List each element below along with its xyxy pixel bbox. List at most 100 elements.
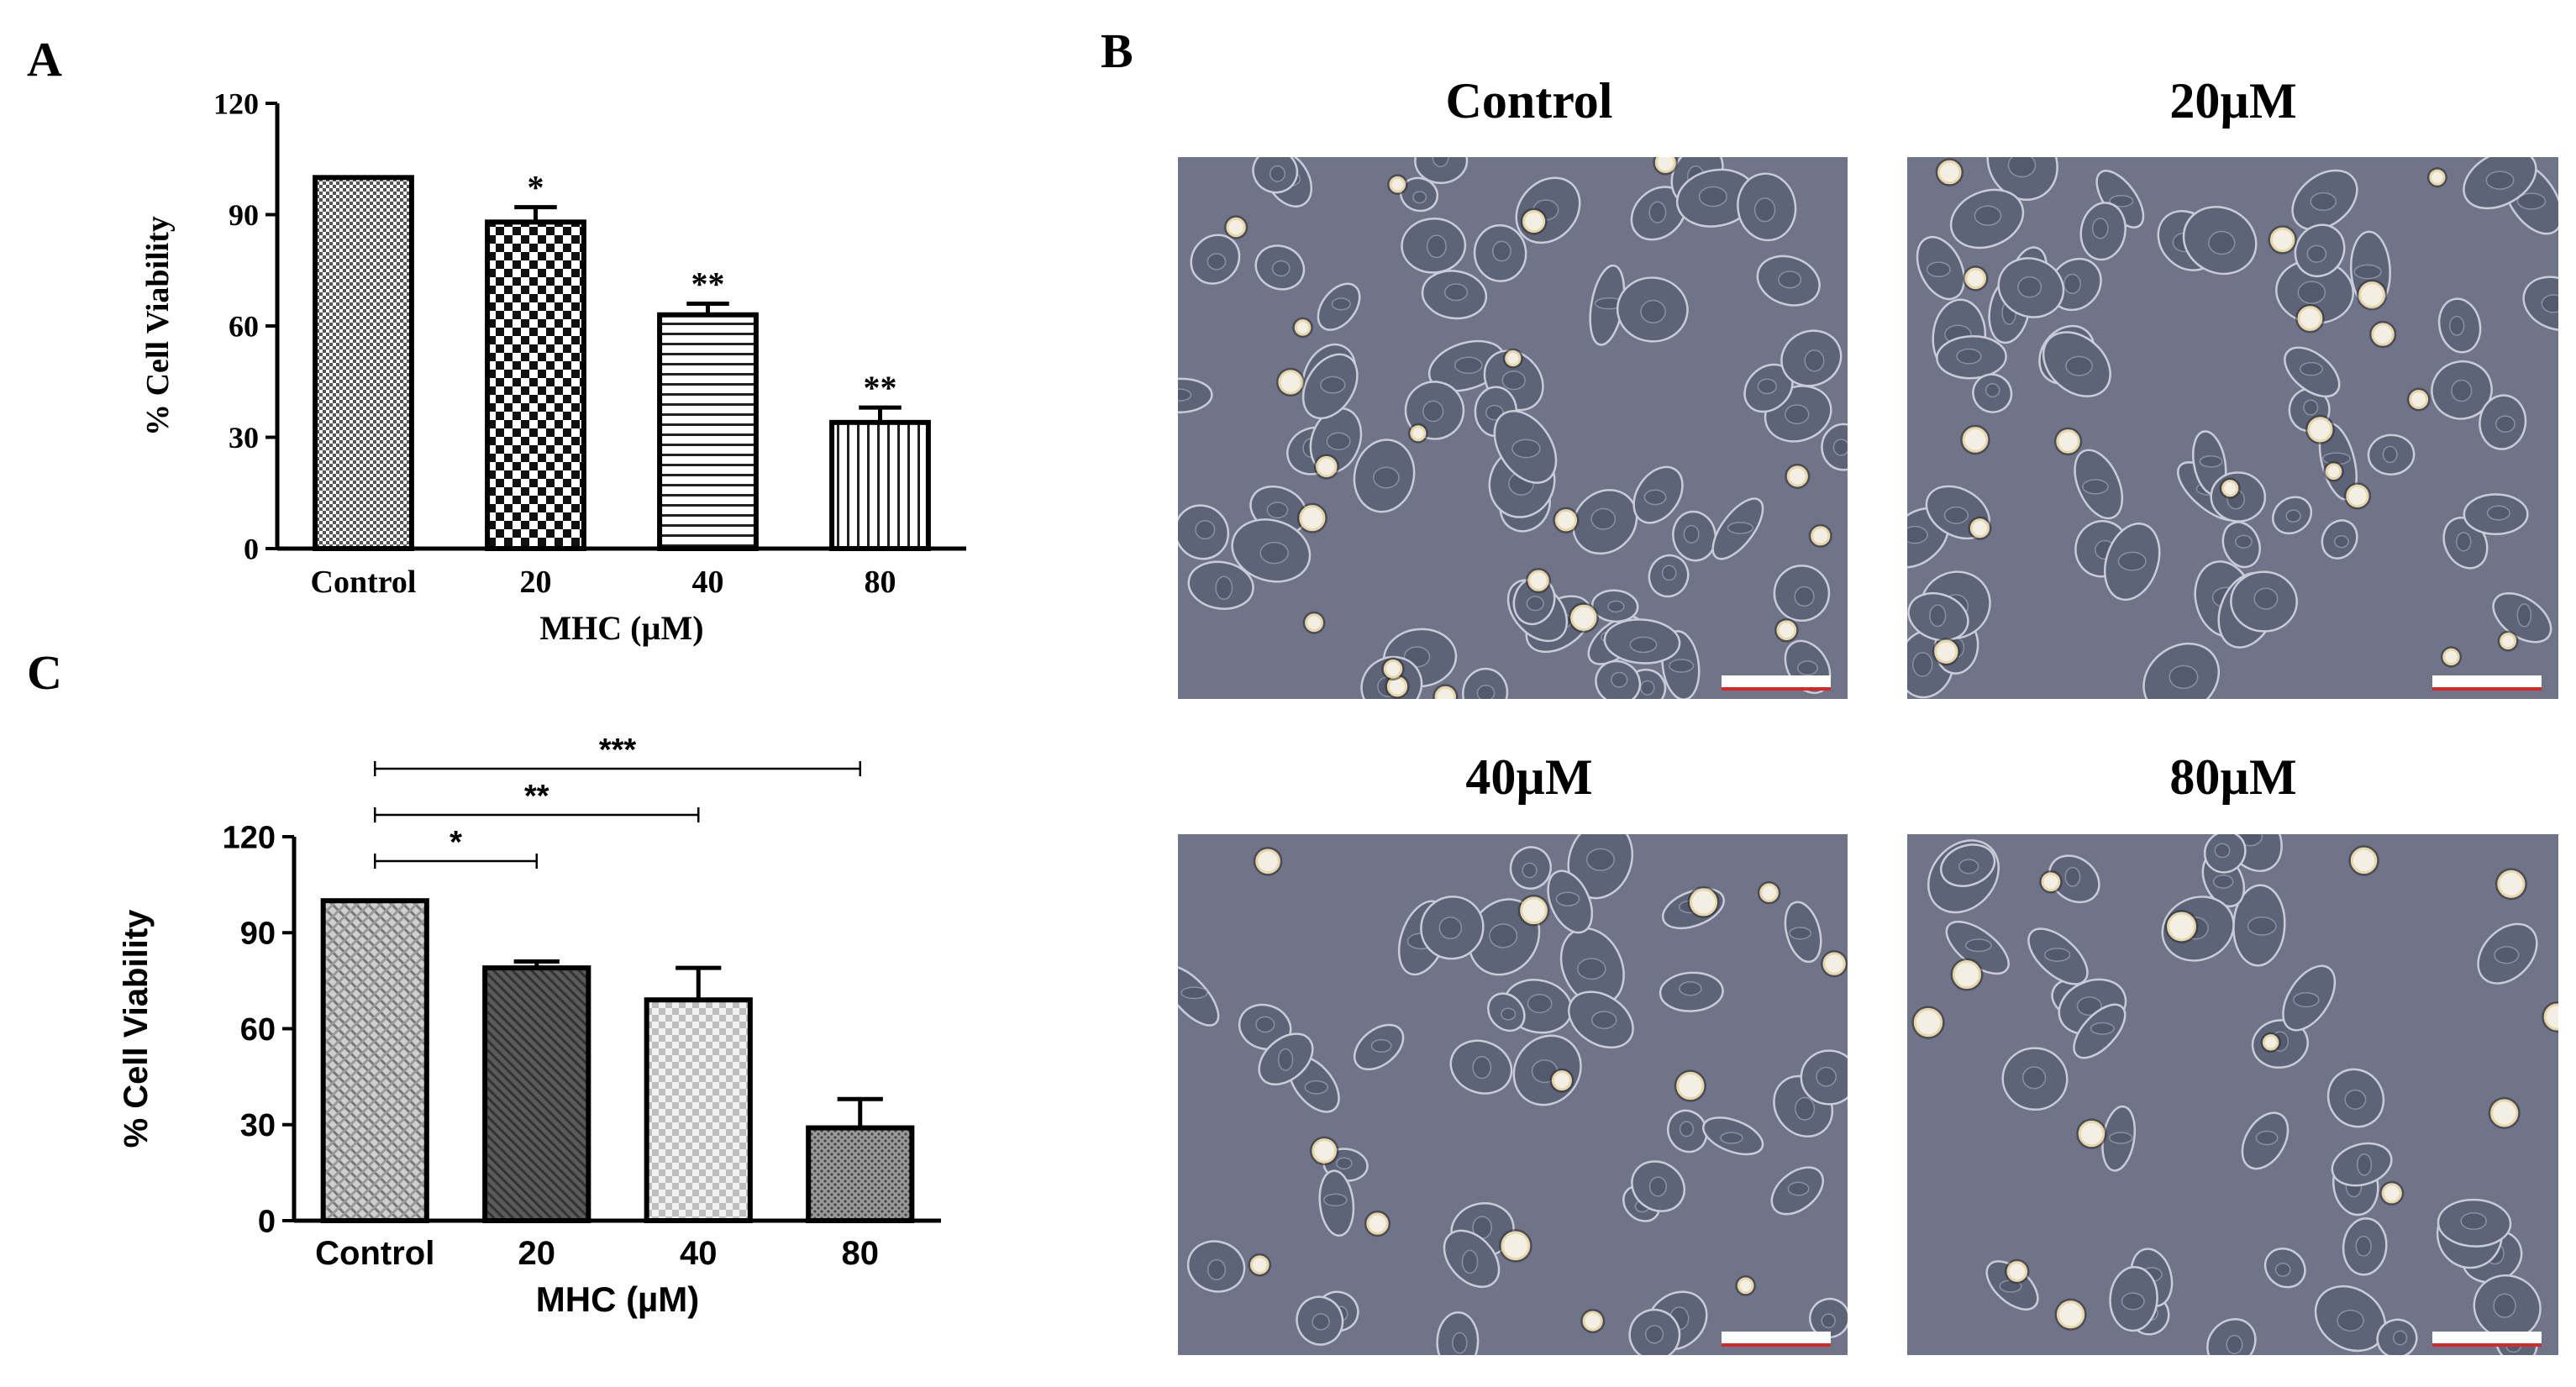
round-cell <box>1294 319 1312 336</box>
cell-nucleus <box>2212 874 2234 889</box>
significance-label: ** <box>864 369 897 407</box>
cell-nucleus <box>2306 244 2327 263</box>
micrograph-title: 20µM <box>2169 73 2296 129</box>
round-cell <box>1654 157 1676 173</box>
cell-nucleus <box>1964 938 1992 953</box>
round-cell <box>1522 210 1546 234</box>
panel-label-b: B <box>1101 24 1133 78</box>
round-cell <box>1278 370 1303 395</box>
x-tick-label: Control <box>311 565 417 600</box>
round-cell <box>1962 427 1989 453</box>
cell-nucleus <box>1412 191 1427 204</box>
round-cell <box>2056 1300 2085 1329</box>
cell-nucleus <box>1629 636 1658 654</box>
cell-nucleus <box>1974 205 2002 226</box>
y-axis-label: % Cell Viability <box>118 909 155 1148</box>
cell-nucleus <box>2247 916 2277 936</box>
cell-nucleus <box>1269 165 1285 182</box>
round-cell <box>1822 952 1846 975</box>
significance-label: ** <box>691 265 725 303</box>
micrograph-title: 80µM <box>2169 749 2296 805</box>
round-cell <box>2350 847 2378 875</box>
round-cell <box>1527 570 1549 591</box>
comparison-label: * <box>449 825 462 860</box>
cell-nucleus <box>2214 843 2231 859</box>
cell-nucleus <box>1438 917 1463 940</box>
cell-nucleus <box>1443 283 1469 302</box>
cell-nucleus <box>2109 1132 2133 1144</box>
cell-nucleus <box>2460 1212 2487 1230</box>
cell-nucleus <box>2516 192 2547 210</box>
micrograph-1: Control <box>1178 73 1848 699</box>
cell-nucleus <box>2382 445 2398 464</box>
cell-nucleus <box>2486 505 2510 521</box>
x-tick-label: 40 <box>692 565 724 600</box>
chart-c: 0 30 60 90 120 Control 20 40 80 MHC (µM) % Cell Vi… <box>118 733 941 1319</box>
cell-nucleus <box>2274 1263 2291 1277</box>
x-tick-label: 80 <box>865 565 896 600</box>
bar-40 <box>644 997 753 1223</box>
scale-bar-box <box>2432 675 2542 687</box>
cell-nucleus <box>1611 671 1628 688</box>
cell-nucleus <box>2076 996 2102 1017</box>
micrograph-title: 40µM <box>1465 749 1592 805</box>
cell-nucleus <box>2451 379 2473 402</box>
x-tick-label: Control <box>315 1235 434 1272</box>
round-cell <box>2442 648 2460 666</box>
round-cell <box>1689 888 1718 917</box>
cell-nucleus <box>2043 948 2071 962</box>
cell-nucleus <box>1590 507 1617 530</box>
y-tick-label: 0 <box>258 1204 276 1239</box>
y-tick-label: 120 <box>213 87 259 121</box>
cell-nucleus <box>1929 604 1947 628</box>
round-cell <box>2078 1120 2105 1148</box>
round-cell <box>1737 1277 1754 1295</box>
round-cell <box>1312 1138 1337 1164</box>
cell-nucleus <box>2333 535 2349 549</box>
cell-nucleus <box>1331 297 1351 311</box>
cell-nucleus <box>1590 1011 1617 1030</box>
micrograph-cells <box>1178 834 1848 1355</box>
cell-nucleus <box>2007 157 2037 178</box>
cell-nucleus <box>2299 361 2323 376</box>
cell-nucleus <box>1797 660 1818 676</box>
round-cell <box>2346 484 2369 508</box>
y-tick-label: 60 <box>229 310 259 344</box>
cell-nucleus <box>2235 534 2253 549</box>
round-cell <box>1255 848 1280 875</box>
chart-a: 0 30 60 90 120 Control 20 * 40 ** 80 ** MHC (µM) % Ce… <box>140 87 966 647</box>
bar-20 <box>485 219 586 551</box>
cell-nucleus <box>1422 400 1444 423</box>
round-cell <box>2358 281 2385 308</box>
cell-nucleus <box>2117 551 2147 571</box>
cell-nucleus <box>1926 261 1951 278</box>
cell-nucleus <box>1501 1007 1517 1021</box>
round-cell <box>1554 509 1578 532</box>
micrograph-cells <box>1911 834 2558 1355</box>
cell-nucleus <box>1432 157 1449 168</box>
round-cell <box>1676 1071 1705 1101</box>
x-tick-label: 80 <box>842 1235 880 1272</box>
cell-nucleus <box>1195 520 1216 540</box>
cell-nucleus <box>1454 356 1483 375</box>
cell-nucleus <box>2344 1089 2367 1110</box>
scale-bar-box <box>2432 1332 2542 1343</box>
cell-nucleus <box>2064 866 2081 887</box>
cell-nucleus <box>1426 234 1447 259</box>
cell-nucleus <box>1326 432 1351 450</box>
round-cell <box>1434 686 1456 699</box>
cell-nucleus <box>1645 1325 1664 1344</box>
cell-nucleus <box>1757 378 1778 395</box>
cell-nucleus <box>2303 399 2319 416</box>
round-cell <box>2490 1099 2519 1127</box>
round-cell <box>1389 176 1406 193</box>
round-cell <box>1811 526 1831 546</box>
micrograph-cells <box>1178 157 1848 699</box>
bar-20 <box>482 965 591 1224</box>
round-cell <box>2041 872 2061 892</box>
round-cell <box>1952 960 1981 990</box>
round-cell <box>1551 1070 1572 1091</box>
cell-nucleus <box>2121 1292 2145 1311</box>
x-tick-label: 20 <box>518 1235 556 1272</box>
cell-nucleus <box>1178 388 1192 402</box>
